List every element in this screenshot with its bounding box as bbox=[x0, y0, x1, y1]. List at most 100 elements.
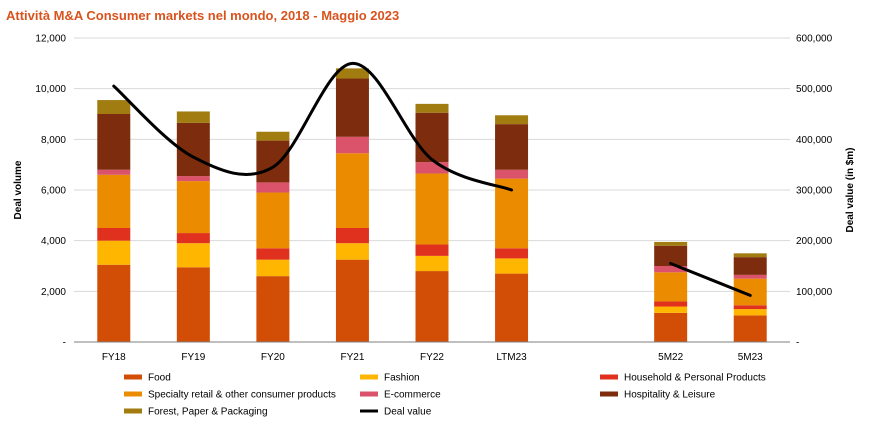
y2-tick-label: 500,000 bbox=[796, 84, 833, 95]
bar-segment bbox=[495, 248, 529, 259]
bar-segment bbox=[97, 114, 131, 170]
legend-swatch bbox=[124, 408, 142, 414]
legend-swatch bbox=[360, 391, 378, 397]
x-tick-label: FY22 bbox=[420, 352, 444, 363]
legend-swatch bbox=[124, 374, 142, 380]
y-tick-label: 4,000 bbox=[41, 236, 66, 247]
bar-segment bbox=[256, 131, 290, 141]
legend-label: Hospitality & Leisure bbox=[624, 390, 716, 401]
legend-item: Household & Personal Products bbox=[600, 373, 766, 384]
x-tick-label: FY18 bbox=[102, 352, 126, 363]
bar-segment bbox=[415, 162, 449, 174]
y2-tick-label: 300,000 bbox=[796, 186, 833, 197]
bar-segment bbox=[733, 257, 767, 275]
bar-segment bbox=[97, 174, 131, 228]
y-tick-label: - bbox=[63, 338, 66, 349]
bar-segment bbox=[97, 100, 131, 114]
x-tick-label: LTM23 bbox=[496, 352, 527, 363]
bar-segment bbox=[97, 169, 131, 175]
y2-tick-label: 400,000 bbox=[796, 135, 833, 146]
chart-title: Attività M&A Consumer markets nel mondo,… bbox=[6, 8, 399, 23]
bar-segment bbox=[415, 173, 449, 245]
legend-item: Food bbox=[124, 373, 171, 384]
bar-segment bbox=[256, 248, 290, 260]
bar-segment bbox=[176, 243, 210, 268]
deal-value-line bbox=[112, 61, 514, 192]
bar-segment bbox=[415, 255, 449, 272]
x-tick-label: FY20 bbox=[261, 352, 285, 363]
bar-segment bbox=[335, 136, 369, 154]
y-tick-label: 10,000 bbox=[35, 84, 66, 95]
y2-tick-label: 600,000 bbox=[796, 34, 833, 45]
bar-segment bbox=[654, 312, 688, 342]
bar-segment bbox=[733, 305, 767, 310]
bar-segment bbox=[176, 111, 210, 123]
y2-tick-label: - bbox=[796, 338, 799, 349]
legend-item: E-commerce bbox=[360, 390, 441, 401]
legend-label: Forest, Paper & Packaging bbox=[148, 407, 268, 418]
bar-segment bbox=[654, 241, 688, 246]
x-tick-label: FY19 bbox=[181, 352, 205, 363]
bar-segment bbox=[495, 124, 529, 170]
y2-axis-title: Deal value (in $m) bbox=[845, 147, 856, 232]
bar-segment bbox=[495, 258, 529, 274]
bar-segment bbox=[654, 301, 688, 307]
y-axis-title: Deal volume bbox=[13, 160, 24, 219]
bar-segment bbox=[176, 181, 210, 234]
line-layer bbox=[112, 61, 752, 297]
bar-segment bbox=[97, 240, 131, 265]
bar-segment bbox=[733, 253, 767, 258]
bar-segment bbox=[654, 266, 688, 273]
bar-segment bbox=[733, 274, 767, 279]
bar-segment bbox=[335, 243, 369, 260]
y-tick-label: 12,000 bbox=[35, 34, 66, 45]
bar-segment bbox=[335, 78, 369, 137]
bar-segment bbox=[415, 112, 449, 163]
bar-segment bbox=[335, 228, 369, 244]
legend-item: Specialty retail & other consumer produc… bbox=[124, 390, 336, 401]
bar-segment bbox=[495, 169, 529, 179]
y-tick-label: 2,000 bbox=[41, 287, 66, 298]
bar-segment bbox=[335, 153, 369, 228]
y2-tick-label: 200,000 bbox=[796, 236, 833, 247]
legend: Food Fashion Household & Personal Products… bbox=[124, 373, 766, 418]
legend-label: Deal value bbox=[384, 407, 432, 418]
bar-segment bbox=[97, 264, 131, 342]
legend-swatch bbox=[124, 391, 142, 397]
legend-swatch bbox=[600, 391, 618, 397]
legend-label: E-commerce bbox=[384, 390, 441, 401]
bar-segment bbox=[256, 192, 290, 249]
bar-segment bbox=[415, 244, 449, 256]
bar-segment bbox=[335, 68, 369, 79]
bar-segment bbox=[654, 272, 688, 302]
legend-label: Household & Personal Products bbox=[624, 373, 766, 384]
bar-segment bbox=[733, 315, 767, 342]
legend-item: Deal value bbox=[360, 407, 432, 418]
legend-label: Fashion bbox=[384, 373, 420, 384]
bar-segment bbox=[733, 309, 767, 316]
y-tick-label: 6,000 bbox=[41, 186, 66, 197]
y-tick-label: 8,000 bbox=[41, 135, 66, 146]
legend-label: Food bbox=[148, 373, 171, 384]
x-tick-label: 5M22 bbox=[658, 352, 683, 363]
tick-labels: - - 2,000 100,000 4,000 200,000 6,000 300,000 8,… bbox=[35, 34, 832, 364]
bars bbox=[97, 68, 767, 342]
legend-label: Specialty retail & other consumer produc… bbox=[148, 390, 336, 401]
bar-segment bbox=[176, 176, 210, 182]
bar-segment bbox=[335, 259, 369, 342]
legend-item: Fashion bbox=[360, 373, 420, 384]
legend-swatch bbox=[600, 374, 618, 380]
bar-segment bbox=[176, 233, 210, 244]
bar-segment bbox=[495, 115, 529, 125]
legend-swatch bbox=[360, 374, 378, 380]
bar-segment bbox=[256, 182, 290, 193]
legend-item: Forest, Paper & Packaging bbox=[124, 407, 268, 418]
x-tick-label: 5M23 bbox=[738, 352, 763, 363]
bar-segment bbox=[256, 140, 290, 183]
bar-segment bbox=[495, 273, 529, 342]
bar-segment bbox=[654, 306, 688, 313]
bar-segment bbox=[97, 228, 131, 241]
y2-tick-label: 100,000 bbox=[796, 287, 833, 298]
